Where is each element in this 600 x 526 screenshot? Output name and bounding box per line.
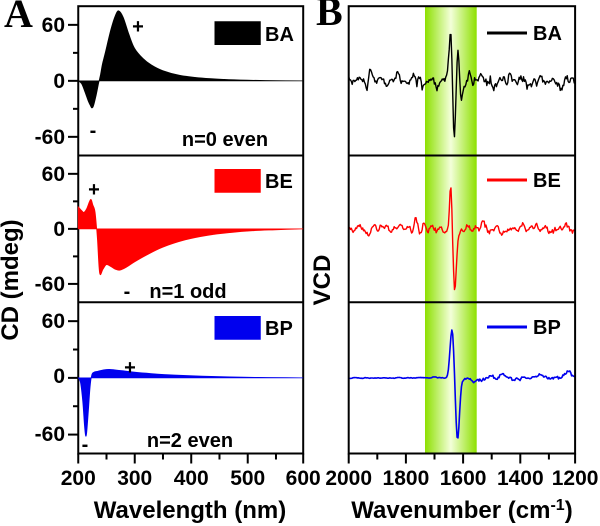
- svg-text:n=0 even: n=0 even: [182, 129, 268, 151]
- svg-text:Wavenumber (cm-1): Wavenumber (cm-1): [351, 497, 572, 525]
- svg-text:n=2 even: n=2 even: [147, 430, 233, 452]
- svg-text:CD (mdeg): CD (mdeg): [0, 219, 24, 340]
- svg-text:1600: 1600: [440, 467, 487, 490]
- svg-text:1200: 1200: [552, 467, 599, 490]
- svg-text:-: -: [90, 120, 97, 142]
- svg-text:n=1 odd: n=1 odd: [149, 281, 226, 303]
- svg-text:2000: 2000: [325, 467, 372, 490]
- svg-text:0: 0: [53, 70, 65, 93]
- svg-text:60: 60: [42, 163, 65, 186]
- svg-text:Wavelength (nm): Wavelength (nm): [94, 497, 286, 524]
- svg-text:VCD: VCD: [309, 255, 336, 306]
- svg-text:-60: -60: [35, 126, 65, 149]
- svg-text:1400: 1400: [497, 467, 544, 490]
- svg-text:BE: BE: [265, 171, 293, 193]
- svg-text:+: +: [88, 179, 100, 201]
- svg-text:1800: 1800: [383, 467, 430, 490]
- svg-text:BP: BP: [533, 317, 561, 339]
- svg-text:+: +: [132, 16, 144, 38]
- svg-text:B: B: [316, 0, 343, 34]
- svg-text:+: +: [124, 357, 136, 379]
- svg-text:-: -: [82, 434, 89, 456]
- svg-text:-: -: [124, 281, 131, 303]
- svg-text:BP: BP: [265, 318, 293, 340]
- svg-text:60: 60: [42, 310, 65, 333]
- svg-text:300: 300: [117, 467, 152, 490]
- svg-text:BA: BA: [265, 24, 294, 46]
- svg-text:BE: BE: [533, 170, 561, 192]
- svg-text:A: A: [4, 0, 33, 36]
- svg-text:60: 60: [42, 14, 65, 37]
- svg-text:BA: BA: [533, 23, 562, 45]
- svg-text:200: 200: [61, 467, 96, 490]
- svg-text:-60: -60: [35, 423, 65, 446]
- svg-text:0: 0: [53, 218, 65, 241]
- svg-text:400: 400: [174, 467, 209, 490]
- svg-text:0: 0: [53, 365, 65, 388]
- svg-text:600: 600: [286, 467, 321, 490]
- svg-text:-60: -60: [35, 273, 65, 296]
- svg-text:500: 500: [230, 467, 265, 490]
